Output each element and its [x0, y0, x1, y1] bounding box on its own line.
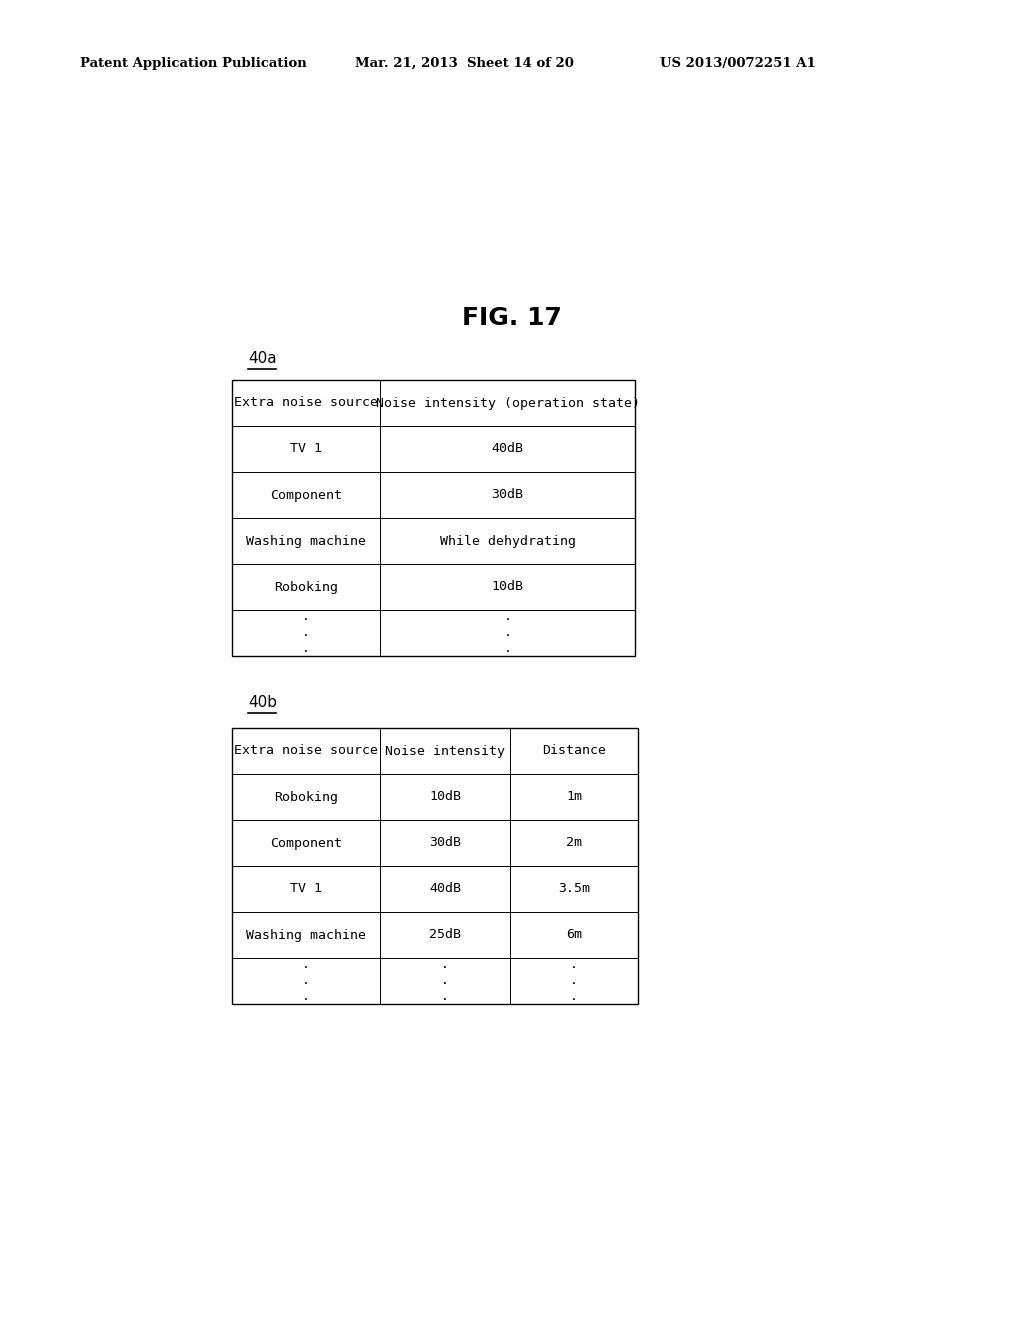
Text: 40b: 40b — [248, 696, 278, 710]
Text: While dehydrating: While dehydrating — [439, 535, 575, 548]
Text: .
.
.: . . . — [504, 610, 512, 656]
Text: Roboking: Roboking — [274, 791, 338, 804]
Text: 6m: 6m — [566, 928, 582, 941]
Text: Patent Application Publication: Patent Application Publication — [80, 57, 307, 70]
Text: 10dB: 10dB — [492, 581, 523, 594]
Text: 1m: 1m — [566, 791, 582, 804]
Text: US 2013/0072251 A1: US 2013/0072251 A1 — [660, 57, 816, 70]
Text: Distance: Distance — [542, 744, 606, 758]
Text: Noise intensity (operation state): Noise intensity (operation state) — [376, 396, 640, 409]
Text: FIG. 17: FIG. 17 — [462, 306, 562, 330]
Text: TV 1: TV 1 — [290, 442, 322, 455]
Text: Component: Component — [270, 837, 342, 850]
Text: 30dB: 30dB — [429, 837, 461, 850]
Text: Washing machine: Washing machine — [246, 928, 366, 941]
Text: Noise intensity: Noise intensity — [385, 744, 505, 758]
Text: Extra noise source: Extra noise source — [234, 744, 378, 758]
Text: .
.
.: . . . — [441, 958, 449, 1003]
Text: .
.
.: . . . — [570, 958, 578, 1003]
Text: Washing machine: Washing machine — [246, 535, 366, 548]
Text: 25dB: 25dB — [429, 928, 461, 941]
Text: 40dB: 40dB — [429, 883, 461, 895]
Text: Component: Component — [270, 488, 342, 502]
Text: Extra noise source: Extra noise source — [234, 396, 378, 409]
Text: 3.5m: 3.5m — [558, 883, 590, 895]
Text: Mar. 21, 2013  Sheet 14 of 20: Mar. 21, 2013 Sheet 14 of 20 — [355, 57, 573, 70]
Bar — [232, 729, 638, 1005]
Text: 40dB: 40dB — [492, 442, 523, 455]
Text: 2m: 2m — [566, 837, 582, 850]
Text: 10dB: 10dB — [429, 791, 461, 804]
Text: TV 1: TV 1 — [290, 883, 322, 895]
Text: 30dB: 30dB — [492, 488, 523, 502]
Text: .
.
.: . . . — [302, 958, 310, 1003]
Text: 40a: 40a — [248, 351, 276, 366]
Bar — [232, 380, 635, 656]
Text: Roboking: Roboking — [274, 581, 338, 594]
Text: .
.
.: . . . — [302, 610, 310, 656]
